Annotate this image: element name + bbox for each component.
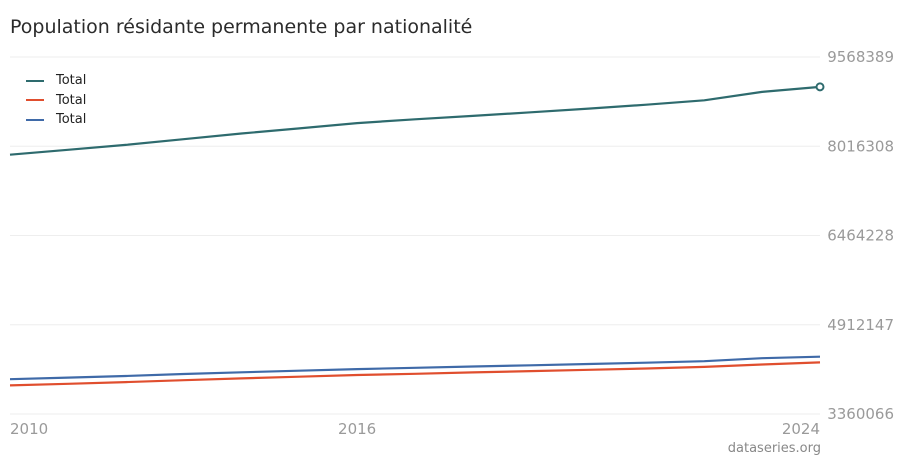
legend-item-series-1[interactable]: Total xyxy=(26,71,86,91)
legend-swatch-series-3 xyxy=(26,118,44,121)
y-tick-label-2: 6464228 xyxy=(827,226,894,244)
legend-item-series-3[interactable]: Total xyxy=(26,110,86,130)
x-axis-ticks: 2010 2016 2024 xyxy=(10,420,820,438)
chart-title: Population résidante permanente par nati… xyxy=(10,16,473,38)
x-tick-label-2: 2024 xyxy=(782,420,820,438)
legend-swatch-series-2 xyxy=(26,99,44,102)
legend: Total Total Total xyxy=(26,71,86,130)
y-tick-label-3: 4912147 xyxy=(827,316,894,334)
series-line-3[interactable] xyxy=(9,355,821,381)
y-tick-label-0: 9568389 xyxy=(827,48,894,66)
y-tick-label-4: 3360066 xyxy=(827,405,894,423)
y-tick-label-1: 8016308 xyxy=(827,137,894,155)
legend-label-series-3: Total xyxy=(56,112,87,128)
y-axis-ticks: 9568389 8016308 6464228 4912147 3360066 xyxy=(827,48,894,423)
legend-label-series-1: Total xyxy=(56,73,87,89)
series-line-1[interactable] xyxy=(9,85,821,156)
legend-swatch-series-1 xyxy=(26,79,44,82)
series-1-end-marker[interactable] xyxy=(815,82,825,92)
series-line-2[interactable] xyxy=(9,361,821,387)
legend-label-series-2: Total xyxy=(56,92,87,108)
source-credit[interactable]: dataseries.org xyxy=(727,441,821,456)
x-tick-label-1: 2016 xyxy=(338,420,376,438)
legend-item-series-2[interactable]: Total xyxy=(26,91,86,111)
series-lines xyxy=(9,82,825,387)
x-tick-label-0: 2010 xyxy=(10,420,48,438)
gridlines xyxy=(10,56,820,415)
